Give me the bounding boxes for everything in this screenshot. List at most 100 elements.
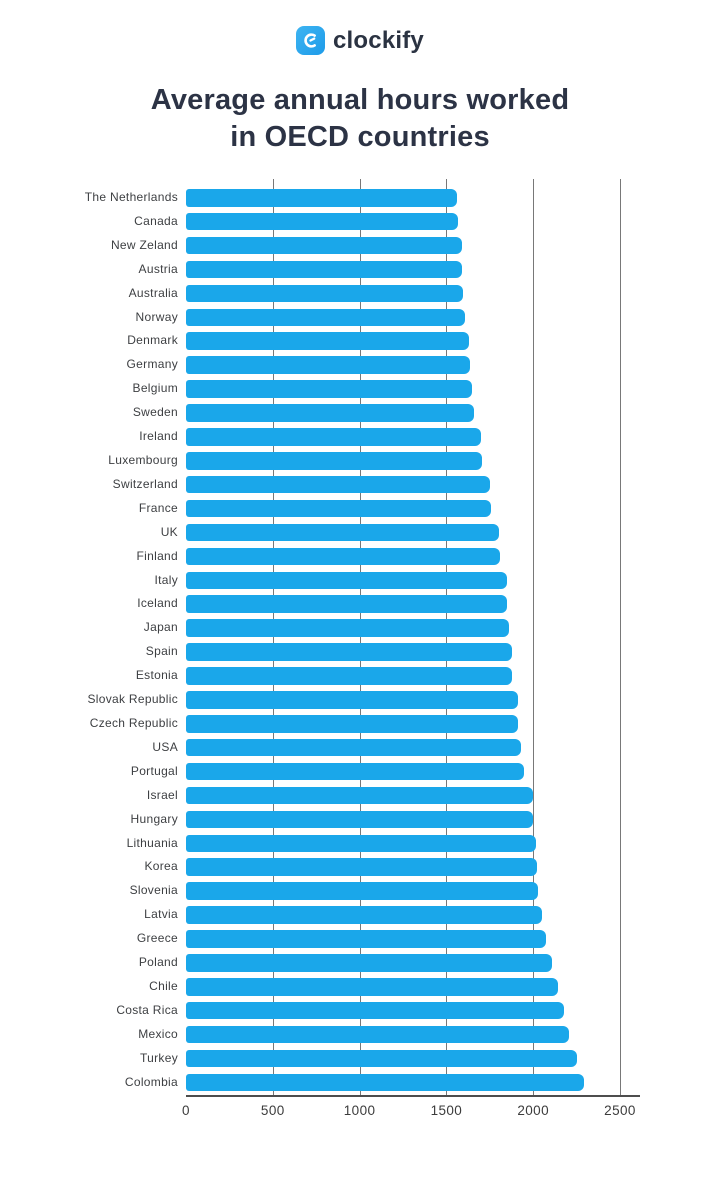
category-label-spain: Spain: [145, 644, 178, 659]
plot-area: [186, 179, 621, 1096]
bar-new-zeland: [186, 236, 463, 255]
category-label-portugal: Portugal: [130, 763, 178, 778]
category-label-colombia: Colombia: [124, 1074, 178, 1089]
bar-norway: [186, 308, 466, 327]
bar-korea: [186, 858, 537, 876]
gridline-1500: [446, 179, 448, 1096]
bar-turkey: [186, 1049, 577, 1068]
bar-belgium: [186, 380, 473, 398]
bar-costa-rica: [186, 1001, 565, 1020]
gridline-500: [272, 179, 274, 1096]
category-label-germany: Germany: [126, 357, 178, 372]
clock-glyph: [304, 33, 316, 48]
bar-spain: [186, 643, 512, 661]
category-label-hungary: Hungary: [130, 811, 178, 826]
clockify-clock-icon: [296, 26, 325, 55]
page-title-line2: in OECD countries: [230, 121, 490, 153]
bar-lithuania: [186, 834, 536, 853]
category-label-new-zeland: New Zeland: [110, 237, 178, 252]
bar-germany: [186, 356, 470, 374]
bar-japan: [186, 619, 509, 637]
clockify-wordmark: clockify: [333, 26, 424, 54]
category-label-italy: Italy: [154, 572, 178, 587]
bar-slovenia: [186, 882, 538, 900]
category-label-canada: Canada: [134, 213, 178, 228]
category-label-czech-republic: Czech Republic: [89, 716, 178, 731]
category-label-sweden: Sweden: [132, 405, 178, 420]
category-label-slovenia: Slovenia: [129, 883, 178, 898]
bar-austria: [186, 260, 463, 279]
gridline-1000: [359, 179, 361, 1096]
category-label-austria: Austria: [138, 261, 178, 276]
category-label-australia: Australia: [128, 285, 178, 300]
bar-denmark: [186, 332, 469, 350]
category-label-ireland: Ireland: [139, 429, 178, 444]
category-label-luxembourg: Luxembourg: [108, 453, 178, 467]
category-label-turkey: Turkey: [139, 1050, 178, 1065]
category-label-denmark: Denmark: [127, 333, 178, 348]
bar-israel: [186, 786, 534, 805]
clockify-logo: clockify: [0, 26, 720, 55]
category-label-japan: Japan: [143, 620, 178, 635]
bar-australia: [186, 284, 463, 303]
gridline-2000: [533, 179, 535, 1096]
category-label-mexico: Mexico: [138, 1026, 178, 1041]
category-label-iceland: Iceland: [137, 596, 178, 611]
category-label-france: France: [138, 500, 178, 515]
category-label-uk: UK: [160, 524, 178, 539]
bar-colombia: [186, 1073, 584, 1092]
category-label-belgium: Belgium: [132, 381, 178, 396]
category-label-chile: Chile: [149, 979, 178, 994]
bar-uk: [186, 523, 500, 542]
x-axis-ticks: 0 500 1000 1500 2000 2500: [0, 1103, 720, 1125]
bar-canada: [186, 212, 458, 231]
page-title-line1: Average annual hours worked: [150, 84, 570, 116]
bar-switzerland: [186, 475, 490, 494]
category-label-norway: Norway: [135, 309, 178, 324]
bar-chile: [186, 978, 558, 996]
category-labels: The Netherlands Canada New Zeland Austria Au…: [0, 179, 178, 1096]
bar-the-netherlands: [186, 189, 457, 207]
category-label-the-netherlands: The Netherlands: [84, 190, 178, 204]
bar-iceland: [186, 595, 508, 613]
bar-mexico: [186, 1025, 569, 1044]
category-label-israel: Israel: [146, 787, 178, 802]
bar-finland: [186, 547, 501, 566]
x-tick-label-1500: 1500: [430, 1103, 463, 1118]
bar-hungary: [186, 810, 534, 829]
category-label-finland: Finland: [136, 548, 178, 563]
bar-slovak-republic: [186, 691, 518, 709]
category-label-estonia: Estonia: [135, 668, 178, 683]
bar-estonia: [186, 667, 513, 685]
page-title: Average annual hours worked in OECD coun…: [0, 82, 720, 156]
category-label-lithuania: Lithuania: [126, 835, 178, 850]
x-tick-label-2000: 2000: [517, 1103, 549, 1118]
x-tick-label-0: 0: [182, 1103, 190, 1118]
category-label-latvia: Latvia: [144, 907, 178, 922]
category-label-greece: Greece: [136, 931, 178, 946]
bar-greece: [186, 930, 547, 948]
bar-usa: [186, 738, 522, 757]
bar-portugal: [186, 762, 524, 781]
bar-sweden: [186, 404, 475, 422]
x-tick-label-1000: 1000: [343, 1103, 376, 1118]
bar-luxembourg: [186, 452, 482, 470]
category-label-costa-rica: Costa Rica: [116, 1002, 178, 1017]
bar-france: [186, 499, 491, 518]
category-label-usa: USA: [152, 739, 178, 754]
bar-italy: [186, 571, 508, 590]
bar-ireland: [186, 428, 482, 446]
category-label-poland: Poland: [138, 955, 178, 970]
category-label-switzerland: Switzerland: [112, 476, 178, 491]
category-label-korea: Korea: [144, 859, 178, 874]
x-tick-label-500: 500: [260, 1103, 285, 1118]
x-tick-label-2500: 2500: [604, 1103, 636, 1118]
category-label-slovak-republic: Slovak Republic: [87, 692, 178, 707]
gridline-2500: [620, 179, 621, 1096]
bar-poland: [186, 954, 553, 972]
x-axis-line: [186, 1095, 640, 1097]
bar-czech-republic: [186, 715, 519, 733]
bar-latvia: [186, 906, 542, 924]
